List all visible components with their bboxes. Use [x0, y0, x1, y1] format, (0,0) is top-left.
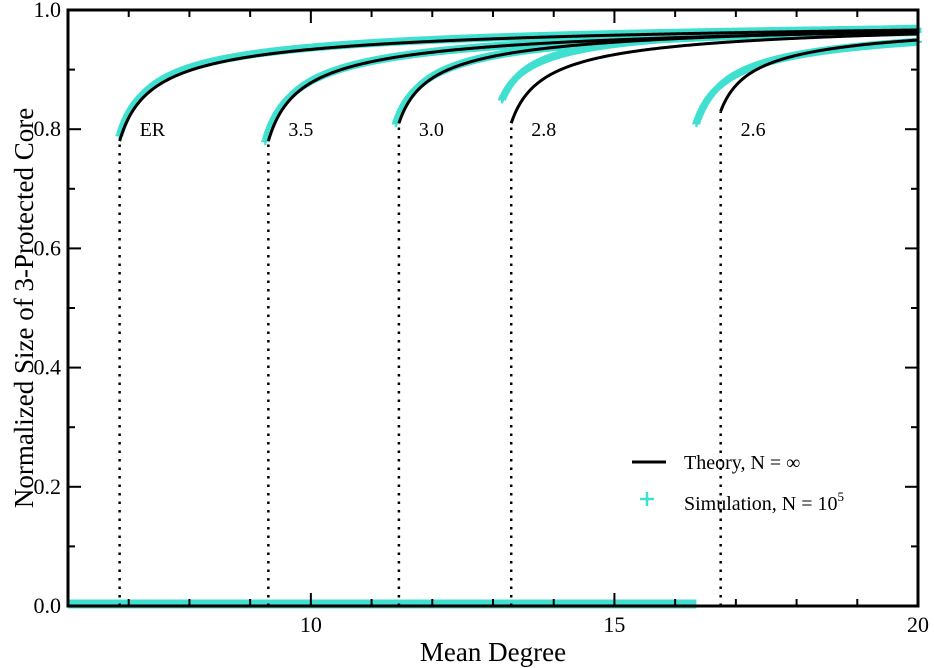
critical-point-markers [118, 111, 722, 606]
x-tick-label: 20 [907, 612, 929, 637]
y-axis-title: Normalized Size of 3-Protected Core [9, 108, 39, 508]
plot-frame [66, 8, 920, 608]
legend: Theory, N = ∞ Simulation, N = 105 [632, 452, 844, 515]
theory-series-ER [118, 28, 918, 142]
simulation-series-2.6 [692, 37, 922, 128]
curve-label-ER: ER [140, 119, 166, 141]
curve-label-3.0: 3.0 [419, 119, 444, 141]
curve-label-3.5: 3.5 [288, 119, 313, 141]
x-tick-label: 15 [603, 612, 625, 637]
axis-ticks: 10 15 20 0.0 0.2 0.4 0.6 0.8 1.0 [34, 0, 930, 637]
curve-label-2.6: 2.6 [741, 119, 766, 141]
x-axis-title: Mean Degree [420, 637, 566, 667]
theory-series-3.0 [397, 29, 918, 124]
legend-simulation-swatch [640, 492, 654, 506]
x-tick-label: 10 [300, 612, 322, 637]
theory-series-group [118, 28, 919, 142]
y-tick-label: 0.2 [34, 474, 62, 499]
y-tick-label: 0.4 [34, 355, 62, 380]
curve-label-2.8: 2.8 [531, 119, 556, 141]
y-tick-label: 0.8 [34, 116, 62, 141]
theory-series-2.8 [509, 32, 919, 124]
legend-simulation-label: Simulation, N = 105 [684, 489, 844, 515]
y-tick-label: 1.0 [34, 0, 62, 22]
legend-simulation-label-text: Simulation, N = 10 [684, 493, 838, 515]
legend-simulation-superscript: 5 [838, 489, 845, 504]
y-tick-label: 0.0 [34, 593, 62, 618]
legend-theory-label: Theory, N = ∞ [684, 452, 800, 474]
simulation-series-group [115, 24, 922, 146]
y-tick-label: 0.6 [34, 235, 62, 260]
curve-labels: ER 3.5 3.0 2.8 2.6 [140, 119, 766, 141]
theory-series-2.6 [719, 38, 918, 112]
